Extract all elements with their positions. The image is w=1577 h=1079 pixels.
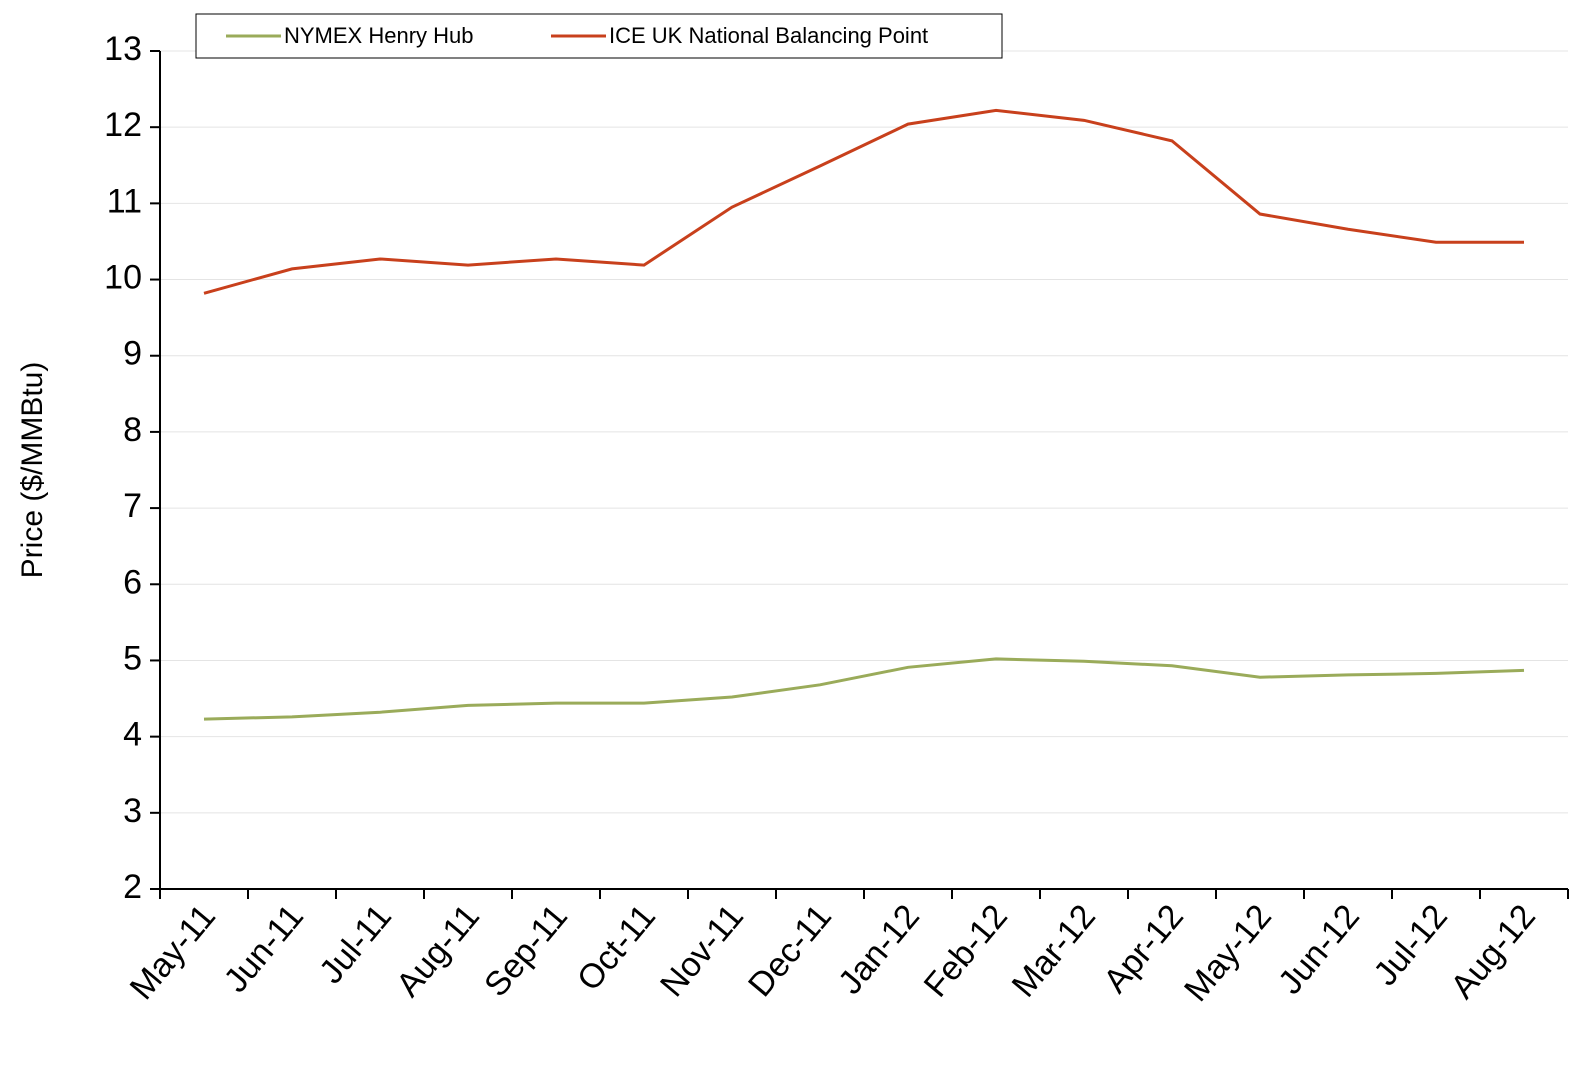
y-tick-label: 6 bbox=[123, 563, 142, 601]
x-tick-label: Dec-11 bbox=[741, 897, 839, 1003]
x-tick-label: Aug-12 bbox=[1443, 897, 1543, 1005]
x-tick-label: Jun-12 bbox=[1271, 897, 1367, 1001]
y-tick-label: 8 bbox=[123, 411, 142, 449]
y-tick-label: 5 bbox=[123, 639, 142, 677]
y-tick-label: 13 bbox=[104, 30, 142, 68]
y-tick-label: 3 bbox=[123, 792, 142, 830]
y-tick-label: 10 bbox=[104, 259, 142, 297]
line-series bbox=[203, 108, 1524, 295]
x-tick-label: Jul-12 bbox=[1366, 897, 1455, 992]
x-tick-label: May-12 bbox=[1177, 897, 1279, 1008]
x-tick-label: Jun-11 bbox=[217, 897, 311, 999]
x-tick-label: Jan-12 bbox=[831, 897, 927, 1001]
y-tick-label: 2 bbox=[123, 868, 142, 906]
x-tick-label: Aug-11 bbox=[389, 897, 487, 1003]
x-tick-label: Nov-11 bbox=[653, 897, 751, 1003]
y-tick-label: 9 bbox=[123, 335, 142, 373]
y-tick-label: 12 bbox=[104, 106, 142, 144]
legend-label: ICE UK National Balancing Point bbox=[609, 23, 928, 48]
legend-label: NYMEX Henry Hub bbox=[284, 23, 474, 48]
line-series bbox=[203, 657, 1525, 721]
y-tick-label: 4 bbox=[123, 716, 142, 754]
x-tick-label: Feb-12 bbox=[917, 897, 1015, 1004]
x-tick-label: Oct-11 bbox=[570, 897, 663, 998]
x-tick-label: Sep-11 bbox=[477, 897, 575, 1003]
y-tick-label: 7 bbox=[123, 487, 142, 525]
x-tick-label: Mar-12 bbox=[1005, 897, 1103, 1004]
y-axis-label: Price ($/MMBtu) bbox=[16, 362, 49, 579]
x-tick-label: May-11 bbox=[123, 897, 223, 1006]
x-tick-label: Jul-11 bbox=[312, 897, 399, 990]
y-tick-label: 11 bbox=[107, 182, 142, 220]
